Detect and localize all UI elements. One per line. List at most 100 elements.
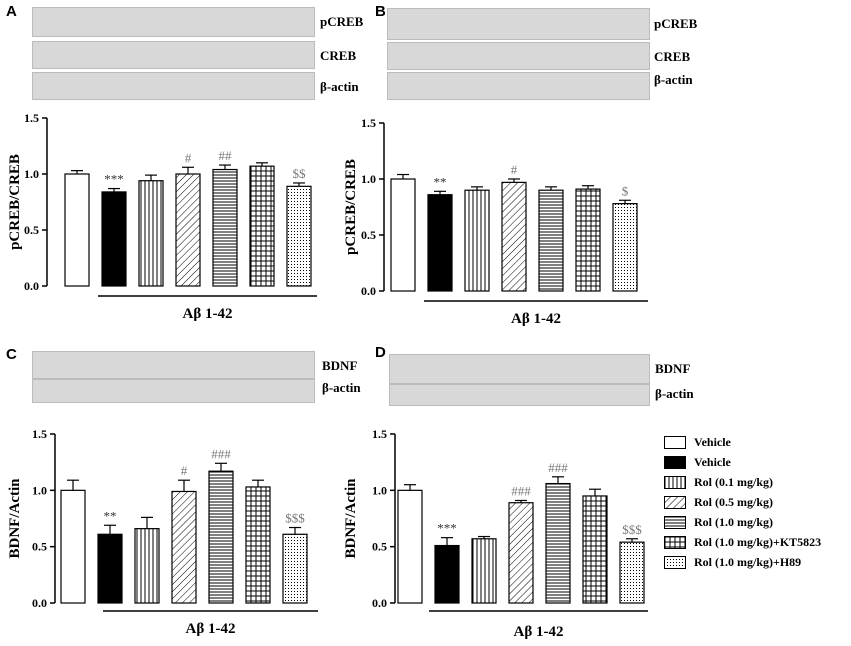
y-tick-label: 0.5	[32, 540, 47, 554]
legend-swatch-diag	[664, 496, 686, 509]
y-tick-label: 0.5	[361, 228, 376, 242]
bar	[286, 185, 312, 287]
significance-label: **	[104, 508, 117, 523]
bar	[464, 189, 490, 292]
bar	[575, 188, 601, 292]
blot-label-a-pcreb: pCREB	[320, 14, 364, 29]
y-tick-label: 1.0	[24, 167, 39, 181]
blot-label-d-actin: β-actin	[655, 386, 694, 401]
legend-label: Rol (1.0 mg/kg)+H89	[694, 555, 802, 569]
y-tick-label: 0.5	[24, 223, 39, 237]
bar	[138, 180, 164, 287]
bar	[434, 544, 460, 604]
blot-image-b-creb	[387, 42, 650, 70]
legend-swatch-white	[664, 436, 686, 449]
y-tick-label: 0.0	[361, 284, 376, 298]
bar	[60, 489, 86, 604]
significance-label: #	[185, 150, 192, 165]
group-label: Aβ 1-42	[514, 624, 564, 640]
significance-label: #	[181, 463, 188, 478]
legend-swatch-dots	[664, 556, 686, 569]
bar	[97, 533, 123, 604]
blot-label-a-actin: β-actin	[320, 79, 359, 94]
bar	[397, 489, 423, 604]
blot-label-c-bdnf: BDNF	[322, 358, 358, 373]
blot-image-a-pcreb	[32, 7, 315, 37]
legend-label: Rol (0.5 mg/kg)	[694, 495, 773, 509]
legend-swatch-hlines	[664, 516, 686, 529]
bar	[471, 538, 497, 604]
y-tick-label: 1.5	[24, 111, 39, 125]
y-tick-label: 1.5	[32, 427, 47, 441]
blot-label-b-creb: CREB	[654, 49, 691, 64]
blot-image-d-bdnf	[389, 354, 650, 384]
significance-label: $$$	[622, 522, 642, 537]
bar	[175, 173, 201, 287]
blot-image-b-actin	[387, 72, 650, 100]
legend-swatch-vlines	[664, 476, 686, 489]
bar	[101, 191, 127, 287]
group-label: Aβ 1-42	[511, 311, 561, 327]
blot-image-a-actin	[32, 72, 315, 100]
bar	[612, 203, 638, 292]
blot-image-a-creb	[32, 41, 315, 69]
legend-swatch-grid	[664, 536, 686, 549]
y-tick-label: 1.5	[372, 427, 387, 441]
y-axis-label: pCREB/CREB	[7, 154, 23, 250]
blot-label-b-pcreb: pCREB	[654, 16, 698, 31]
blot-image-b-pcreb	[387, 8, 650, 40]
bar	[538, 189, 564, 292]
bar	[212, 168, 238, 287]
y-tick-label: 1.5	[361, 116, 376, 130]
panel-letter-c: C	[6, 346, 17, 363]
significance-label: ###	[548, 460, 568, 475]
significance-label: $	[622, 183, 629, 198]
significance-label: **	[434, 174, 447, 189]
bar	[619, 541, 645, 604]
legend-label: Vehicle	[694, 435, 731, 449]
bar	[582, 495, 608, 604]
group-label: Aβ 1-42	[183, 306, 233, 322]
bar	[245, 486, 271, 604]
blot-label-a-creb: CREB	[320, 48, 357, 63]
bar	[249, 165, 275, 287]
bar	[171, 490, 197, 604]
significance-label: $$	[293, 166, 307, 181]
significance-label: $$$	[285, 511, 305, 526]
blot-image-d-actin	[389, 384, 650, 406]
significance-label: ***	[437, 521, 457, 536]
blot-label-d-bdnf: BDNF	[655, 361, 691, 376]
bar	[282, 533, 308, 604]
bar	[134, 528, 160, 604]
y-tick-label: 1.0	[361, 172, 376, 186]
legend-label: Rol (1.0 mg/kg)	[694, 515, 773, 529]
blot-label-c-actin: β-actin	[322, 380, 361, 395]
legend-label: Rol (1.0 mg/kg)+KT5823	[694, 535, 822, 549]
y-axis-label: BDNF/Actin	[343, 478, 359, 559]
y-axis-label: BDNF/Actin	[7, 478, 23, 559]
bar	[390, 178, 416, 292]
legend-label: Rol (0.1 mg/kg)	[694, 475, 773, 489]
y-tick-label: 1.0	[372, 483, 387, 497]
blot-image-c-bdnf	[32, 351, 315, 379]
y-tick-label: 1.0	[32, 483, 47, 497]
panel-letter-a: A	[6, 3, 17, 20]
panel-letter-b: B	[375, 3, 386, 20]
y-tick-label: 0.0	[32, 596, 47, 610]
legend-swatch-black	[664, 456, 686, 469]
significance-label: ###	[211, 446, 231, 461]
significance-label: ***	[104, 172, 124, 187]
chart-d: 0.0 0.5 1.0 1.5 BDNF/Actin *** ### ### $$$ Aβ 1-4…	[343, 427, 648, 640]
y-tick-label: 0.5	[372, 540, 387, 554]
panel-letter-d: D	[375, 344, 386, 361]
legend-label: Vehicle	[694, 455, 731, 469]
y-tick-label: 0.0	[24, 279, 39, 293]
y-tick-label: 0.0	[372, 596, 387, 610]
group-label: Aβ 1-42	[186, 621, 236, 637]
chart-b: 0.0 0.5 1.0 1.5 pCREB/CREB ** # $ Aβ 1-42	[343, 116, 648, 327]
blot-label-b-actin: β-actin	[654, 72, 693, 87]
bar	[508, 502, 534, 604]
